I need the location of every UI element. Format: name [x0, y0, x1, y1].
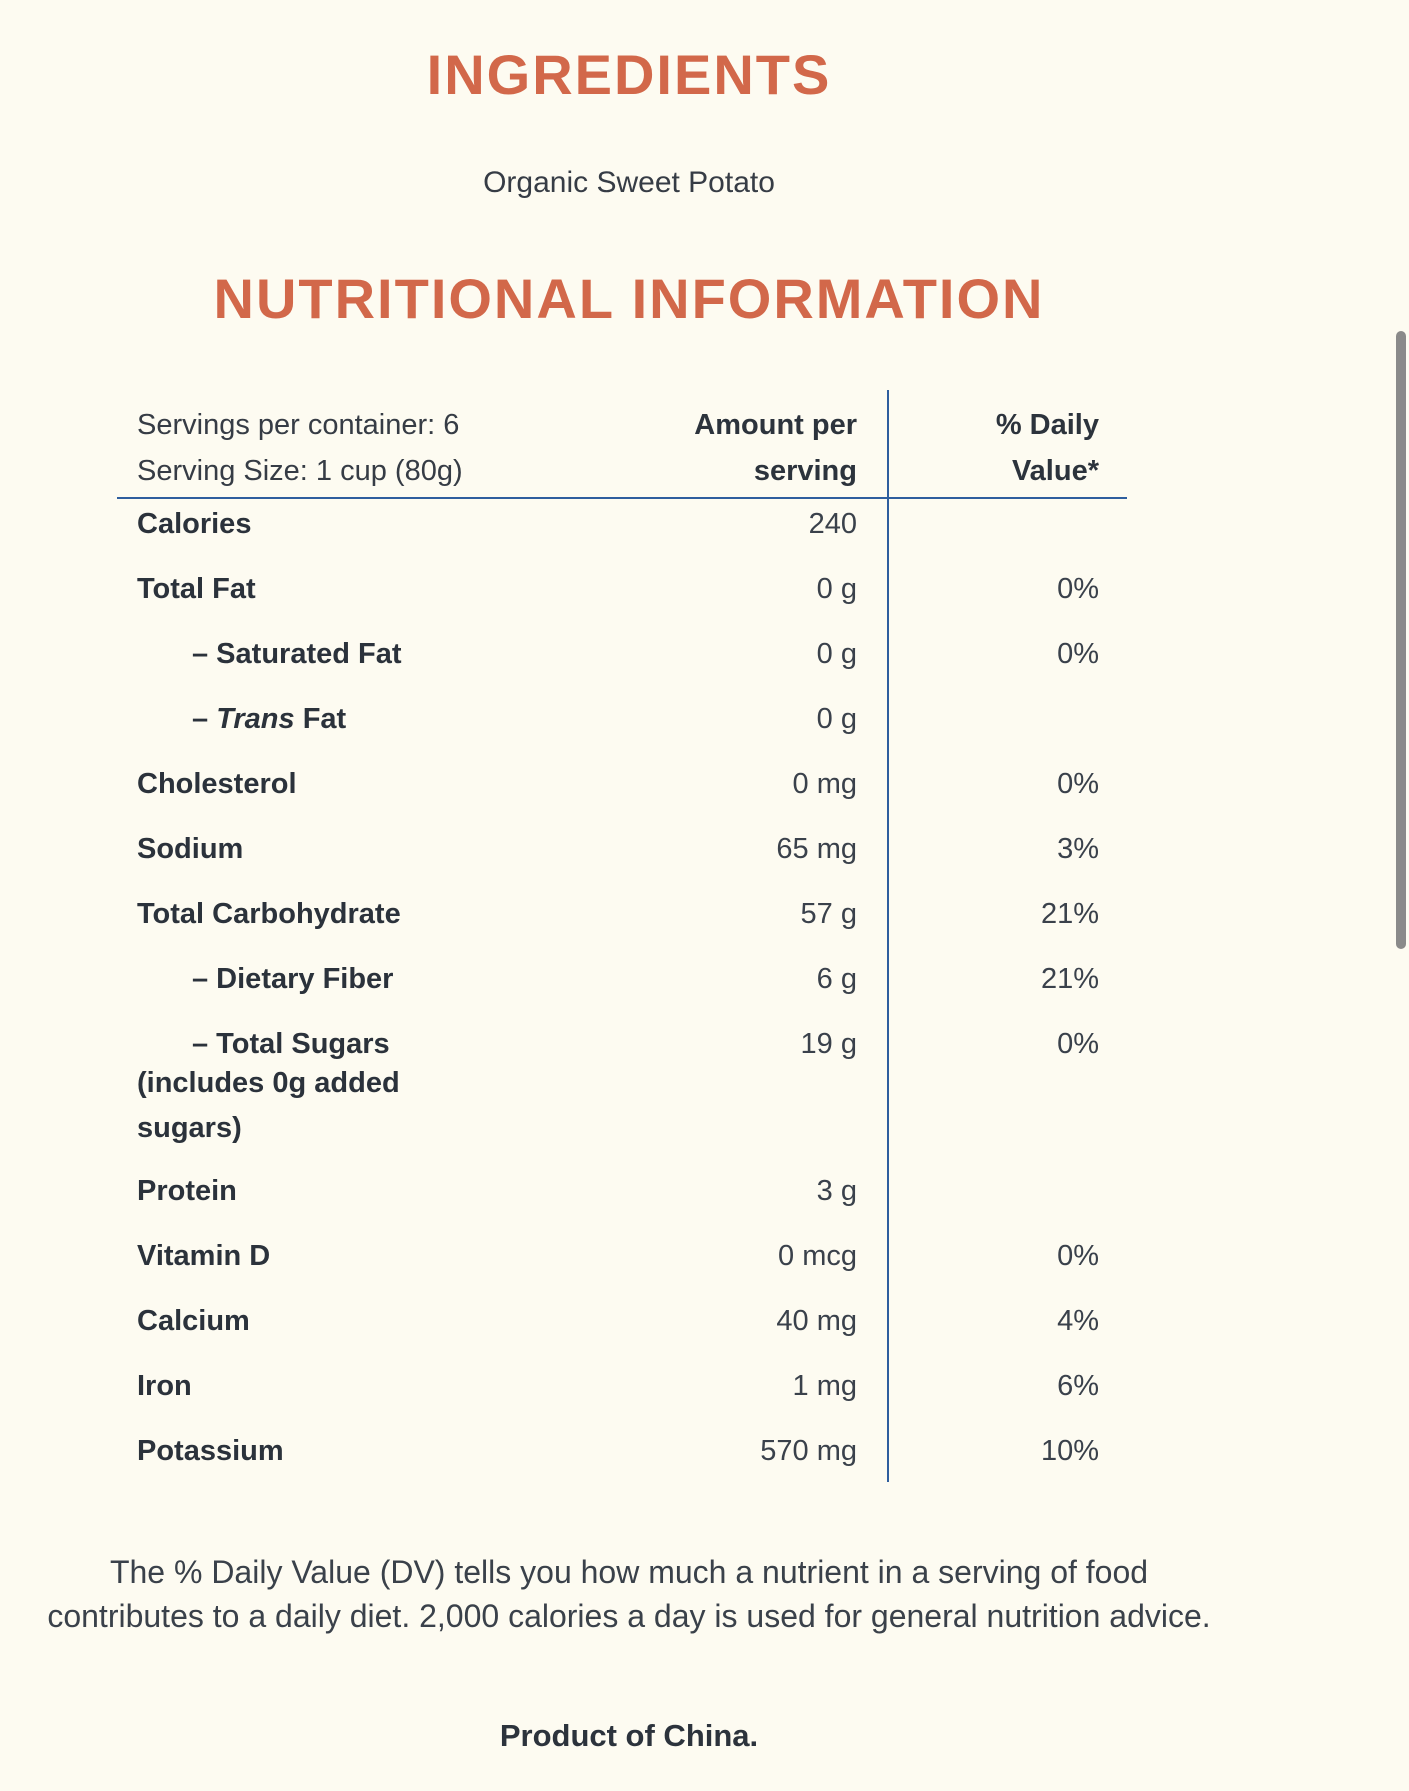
- amount-header-line1: Amount per: [694, 409, 857, 441]
- daily-value: 0%: [1057, 1240, 1099, 1272]
- table-row: – Dietary Fiber 6 g 21%: [117, 962, 1127, 996]
- table-row: Sodium 65 mg 3%: [117, 832, 1127, 866]
- amount-value: 570 mg: [760, 1435, 857, 1467]
- nutrient-label-note: (includes 0g added sugars): [137, 1067, 400, 1144]
- nutrient-label: Sodium: [137, 833, 244, 865]
- daily-value: [887, 507, 1127, 541]
- ingredients-title: INGREDIENTS: [426, 43, 832, 106]
- product-origin: Product of China.: [499, 1718, 759, 1753]
- amount-value: 240: [808, 508, 857, 540]
- daily-value: [887, 1174, 1127, 1208]
- amount-value: 0 mg: [792, 768, 857, 800]
- nutrient-label: Cholesterol: [137, 768, 297, 800]
- daily-value: 0%: [1057, 768, 1099, 800]
- table-row: – Saturated Fat 0 g 0%: [117, 637, 1127, 671]
- table-row: Calories 240: [117, 507, 1127, 541]
- amount-value: 40 mg: [776, 1305, 857, 1337]
- nutrient-label: Protein: [137, 1175, 237, 1207]
- servings-per-container: Servings per container: 6: [137, 409, 460, 441]
- serving-size: Serving Size: 1 cup (80g): [137, 455, 463, 487]
- table-row: Potassium 570 mg 10%: [117, 1434, 1127, 1468]
- nutrient-label: Vitamin D: [137, 1240, 271, 1272]
- daily-value: 0%: [1057, 573, 1099, 605]
- amount-value: 19 g: [800, 1028, 857, 1060]
- daily-value-header: % Daily Value*: [887, 402, 1127, 494]
- table-row: – Trans Fat 0 g: [117, 702, 1127, 736]
- table-row: Protein 3 g: [117, 1174, 1127, 1208]
- amount-value: 0 mcg: [778, 1240, 857, 1272]
- nutrition-title: NUTRITIONAL INFORMATION: [213, 267, 1045, 330]
- daily-value: 4%: [1057, 1305, 1099, 1337]
- nutrient-label: – Saturated Fat: [192, 638, 402, 670]
- amount-value: 0 g: [816, 638, 857, 670]
- amount-value: 1 mg: [792, 1370, 857, 1402]
- daily-value: 10%: [1040, 1435, 1099, 1467]
- daily-value: 0%: [1057, 1028, 1099, 1060]
- nutrient-label: – Total Sugars (includes 0g added sugars): [117, 1027, 547, 1144]
- nutrition-rows: Calories 240 Total Fat 0 g 0% – Saturated Fat…: [117, 507, 1127, 1468]
- nutrient-label: – Dietary Fiber: [192, 963, 394, 995]
- amount-value: 57 g: [800, 898, 857, 930]
- daily-value: 0%: [1057, 638, 1099, 670]
- table-row: Calcium 40 mg 4%: [117, 1304, 1127, 1338]
- nutrient-label: Total Fat: [137, 573, 256, 605]
- scrollbar-thumb[interactable]: [1396, 331, 1406, 949]
- nutrition-table: Servings per container: 6 Serving Size: …: [117, 390, 1127, 1482]
- nutrient-label: Calories: [137, 508, 252, 540]
- nutrient-label: Iron: [137, 1370, 192, 1402]
- table-row: – Total Sugars (includes 0g added sugars)…: [117, 1027, 1127, 1144]
- amount-value: 6 g: [816, 963, 857, 995]
- header-underline: [117, 497, 1127, 499]
- nutrient-label: Total Carbohydrate: [137, 898, 401, 930]
- daily-value: [887, 702, 1127, 736]
- amount-value: 65 mg: [776, 833, 857, 865]
- daily-value-footnote: The % Daily Value (DV) tells you how muc…: [47, 1554, 1211, 1634]
- daily-value: 3%: [1057, 833, 1099, 865]
- servings-info: Servings per container: 6 Serving Size: …: [117, 402, 547, 494]
- daily-header-line1: % Daily: [995, 409, 1099, 441]
- daily-header-line2: Value*: [1011, 455, 1099, 487]
- daily-value: 6%: [1057, 1370, 1099, 1402]
- amount-value: 0 g: [816, 573, 857, 605]
- table-header-row: Servings per container: 6 Serving Size: …: [117, 390, 1127, 494]
- table-row: Vitamin D 0 mcg 0%: [117, 1239, 1127, 1273]
- column-divider-line: [887, 390, 889, 1482]
- table-row: Total Fat 0 g 0%: [117, 572, 1127, 606]
- table-row: Cholesterol 0 mg 0%: [117, 767, 1127, 801]
- amount-value: 3 g: [816, 1175, 857, 1207]
- nutrient-label: Potassium: [137, 1435, 284, 1467]
- daily-value: 21%: [1040, 898, 1099, 930]
- nutrient-label: – Trans Fat: [192, 703, 347, 735]
- amount-per-serving-header: Amount per serving: [547, 402, 887, 494]
- amount-value: 0 g: [816, 703, 857, 735]
- amount-header-line2: serving: [753, 455, 857, 487]
- nutrient-label: Calcium: [137, 1305, 250, 1337]
- table-row: Total Carbohydrate 57 g 21%: [117, 897, 1127, 931]
- table-row: Iron 1 mg 6%: [117, 1369, 1127, 1403]
- daily-value: 21%: [1040, 963, 1099, 995]
- ingredients-text: Organic Sweet Potato: [483, 166, 775, 199]
